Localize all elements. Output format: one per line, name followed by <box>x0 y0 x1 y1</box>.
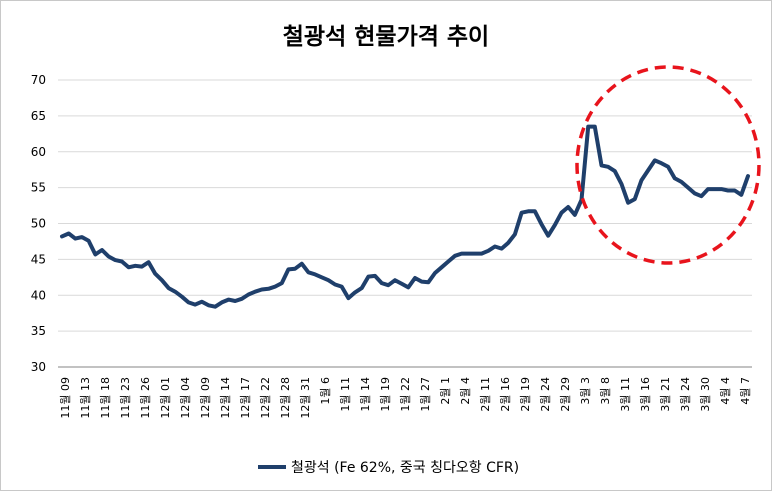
x-tick-label: 11월 09 <box>59 377 72 419</box>
x-tick-label: 12월 14 <box>219 377 232 419</box>
x-tick-label: 1월 27 <box>419 377 432 412</box>
x-tick-label: 2월 19 <box>519 377 532 412</box>
x-tick-label: 1월 11 <box>339 377 352 412</box>
chart-title: 철광석 현물가격 추이 <box>283 24 489 50</box>
x-tick-label: 11월 13 <box>79 377 92 419</box>
y-tick-label: 50 <box>31 217 46 231</box>
x-tick-label: 12월 22 <box>259 377 272 419</box>
x-tick-label: 3월 8 <box>599 377 612 405</box>
x-tick-label: 2월 24 <box>539 377 552 412</box>
x-tick-label: 1월 19 <box>379 377 392 412</box>
x-tick-label: 4월 4 <box>719 377 732 405</box>
y-tick-label: 65 <box>31 109 46 123</box>
x-tick-label: 11월 23 <box>119 377 132 419</box>
series-line <box>60 124 750 309</box>
y-tick-label: 40 <box>31 288 46 302</box>
x-tick-label: 1월 22 <box>399 377 412 412</box>
y-tick-label: 55 <box>31 181 46 195</box>
legend-label: 철광석 (Fe 62%, 중국 칭다오항 CFR) <box>291 460 519 476</box>
x-tick-label: 11월 18 <box>99 377 112 419</box>
x-tick-label: 12월 04 <box>179 377 192 419</box>
x-tick-label: 12월 28 <box>279 377 292 419</box>
x-tick-label: 3월 24 <box>679 377 692 412</box>
x-axis-tick-labels: 11월 09 11월 13 11월 18 11월 23 11월 26 12월 01 12월 … <box>59 377 752 419</box>
x-tick-label: 3월 3 <box>579 377 592 405</box>
x-tick-label: 12월 09 <box>199 377 212 419</box>
x-tick-label: 1월 14 <box>359 377 372 412</box>
x-tick-label: 2월 16 <box>499 377 512 412</box>
x-tick-label: 12월 01 <box>159 377 172 419</box>
legend: 철광석 (Fe 62%, 중국 칭다오항 CFR) <box>258 460 519 476</box>
x-tick-label: 12월 17 <box>239 377 252 419</box>
y-tick-label: 35 <box>31 324 46 338</box>
x-tick-label: 2월 1 <box>439 377 452 405</box>
x-tick-label: 1월 6 <box>319 377 332 405</box>
y-axis-tick-labels: 30 35 40 45 50 55 60 65 70 <box>31 73 46 374</box>
x-tick-label: 3월 21 <box>659 377 672 412</box>
x-tick-label: 11월 26 <box>139 377 152 419</box>
x-tick-label: 3월 30 <box>699 377 712 412</box>
x-tick-label: 3월 16 <box>639 377 652 412</box>
x-tick-label: 2월 4 <box>459 377 472 405</box>
x-tick-label: 2월 29 <box>559 377 572 412</box>
y-tick-label: 70 <box>31 73 46 87</box>
y-tick-label: 60 <box>31 145 46 159</box>
x-tick-label: 12월 31 <box>299 377 312 419</box>
x-tick-label: 4월 7 <box>739 377 752 405</box>
y-tick-label: 30 <box>31 360 46 374</box>
highlight-circle <box>575 65 761 265</box>
gridlines <box>58 79 752 368</box>
x-tick-label: 3월 11 <box>619 377 632 412</box>
x-tick-label: 2월 11 <box>479 377 492 412</box>
y-tick-label: 45 <box>31 252 46 266</box>
